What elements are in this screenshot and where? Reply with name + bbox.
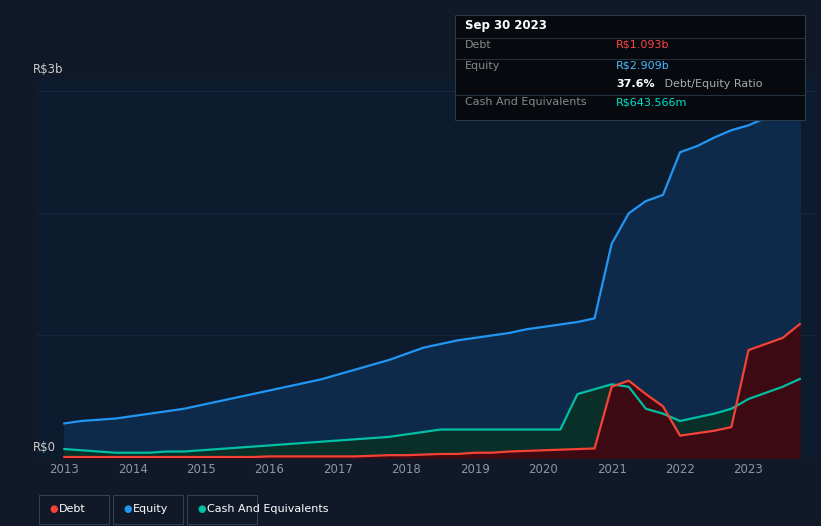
Text: 37.6%: 37.6% [616, 79, 654, 89]
Text: Equity: Equity [465, 61, 500, 71]
Text: Cash And Equivalents: Cash And Equivalents [465, 97, 586, 107]
Text: R$3b: R$3b [33, 63, 63, 76]
Text: ●: ● [49, 503, 57, 514]
Text: R$1.093b: R$1.093b [616, 40, 669, 50]
Text: R$643.566m: R$643.566m [616, 97, 687, 107]
Text: Sep 30 2023: Sep 30 2023 [465, 18, 547, 32]
Text: R$2.909b: R$2.909b [616, 61, 670, 71]
Text: ●: ● [197, 503, 205, 514]
Text: Cash And Equivalents: Cash And Equivalents [207, 503, 328, 514]
Text: R$0: R$0 [33, 441, 56, 454]
Text: Debt: Debt [59, 503, 86, 514]
Text: Debt: Debt [465, 40, 492, 50]
Text: ●: ● [123, 503, 131, 514]
Text: Debt/Equity Ratio: Debt/Equity Ratio [661, 79, 763, 89]
Text: Equity: Equity [133, 503, 168, 514]
